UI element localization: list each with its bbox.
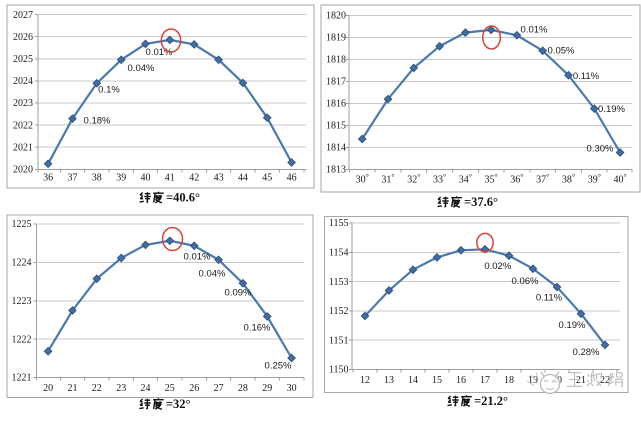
svg-text:=32°: =32° [166, 397, 191, 411]
svg-text:35°: 35° [484, 173, 497, 186]
svg-text:41: 41 [165, 173, 175, 184]
svg-text:0.30%: 0.30% [587, 144, 614, 155]
svg-text:39: 39 [116, 173, 126, 184]
svg-text:0.06%: 0.06% [512, 276, 539, 287]
svg-text:14: 14 [408, 375, 418, 386]
svg-text:2026: 2026 [13, 32, 33, 43]
svg-text:20: 20 [43, 383, 53, 394]
svg-text:21: 21 [68, 383, 78, 394]
svg-text:0.28%: 0.28% [573, 347, 600, 358]
svg-text:16: 16 [456, 375, 466, 386]
svg-text:0.18%: 0.18% [84, 116, 111, 127]
svg-text:1813: 1813 [326, 165, 346, 176]
svg-text:22: 22 [92, 383, 102, 394]
svg-text:44: 44 [238, 173, 248, 184]
svg-text:0.01%: 0.01% [184, 252, 211, 263]
svg-text:0.19%: 0.19% [559, 320, 586, 331]
svg-text:40: 40 [141, 173, 151, 184]
svg-text:2020: 2020 [13, 165, 33, 176]
svg-text:0.02%: 0.02% [484, 261, 511, 272]
svg-text:45: 45 [262, 173, 272, 184]
svg-text:1222: 1222 [12, 334, 32, 345]
svg-text:2021: 2021 [13, 142, 33, 153]
svg-text:0.19%: 0.19% [598, 104, 625, 115]
svg-text:1223: 1223 [12, 296, 32, 307]
svg-text:0.04%: 0.04% [199, 269, 226, 280]
svg-text:=40.6°: =40.6° [166, 191, 200, 205]
svg-text:42: 42 [189, 173, 199, 184]
svg-text:17: 17 [480, 375, 490, 386]
svg-text:13: 13 [384, 375, 394, 386]
svg-text:38: 38 [92, 173, 102, 184]
svg-text:22: 22 [600, 375, 610, 386]
svg-text:1155: 1155 [329, 218, 349, 229]
svg-text:1820: 1820 [326, 11, 346, 22]
svg-text:12: 12 [360, 375, 370, 386]
svg-text:1818: 1818 [326, 55, 346, 66]
svg-text:18: 18 [504, 375, 514, 386]
svg-text:29: 29 [262, 383, 272, 394]
svg-text:=21.2°: =21.2° [474, 394, 508, 408]
svg-text:0.01%: 0.01% [146, 47, 173, 58]
svg-text:27: 27 [214, 383, 224, 394]
svg-text:26: 26 [189, 383, 199, 394]
svg-text:1153: 1153 [329, 277, 349, 288]
svg-text:1816: 1816 [326, 99, 346, 110]
svg-text:30: 30 [287, 383, 297, 394]
svg-text:=37.6°: =37.6° [464, 195, 498, 209]
svg-text:2022: 2022 [13, 120, 33, 131]
svg-text:1814: 1814 [326, 143, 346, 154]
svg-text:0.04%: 0.04% [128, 63, 155, 74]
svg-text:0.25%: 0.25% [265, 361, 292, 372]
svg-text:2027: 2027 [13, 10, 33, 21]
svg-text:34°: 34° [459, 173, 472, 186]
svg-text:21: 21 [576, 375, 586, 386]
svg-text:1152: 1152 [329, 306, 349, 317]
svg-text:28: 28 [238, 383, 248, 394]
svg-text:32°: 32° [407, 173, 420, 186]
svg-text:2024: 2024 [13, 76, 33, 87]
svg-text:1817: 1817 [326, 77, 346, 88]
svg-text:1151: 1151 [329, 335, 349, 346]
svg-text:30°: 30° [356, 173, 369, 186]
svg-text:1150: 1150 [329, 365, 349, 376]
svg-text:0.11%: 0.11% [536, 293, 563, 304]
svg-text:0.09%: 0.09% [225, 288, 252, 299]
svg-text:15: 15 [432, 375, 442, 386]
svg-text:19: 19 [528, 375, 538, 386]
svg-text:33°: 33° [433, 173, 446, 186]
svg-text:36: 36 [43, 173, 53, 184]
svg-text:37: 37 [68, 173, 78, 184]
svg-text:2025: 2025 [13, 54, 33, 65]
svg-text:1154: 1154 [329, 248, 349, 259]
svg-text:38°: 38° [562, 173, 575, 186]
svg-text:37°: 37° [536, 173, 549, 186]
svg-text:24: 24 [141, 383, 151, 394]
svg-text:0.16%: 0.16% [244, 323, 271, 334]
svg-text:39°: 39° [588, 173, 601, 186]
svg-text:0.01%: 0.01% [521, 25, 548, 36]
svg-text:1224: 1224 [12, 258, 32, 269]
svg-text:2023: 2023 [13, 98, 33, 109]
svg-text:43: 43 [214, 173, 224, 184]
svg-text:0.1%: 0.1% [98, 85, 120, 96]
svg-text:25: 25 [165, 383, 175, 394]
svg-text:36°: 36° [510, 173, 523, 186]
svg-text:1221: 1221 [12, 373, 32, 384]
svg-text:46: 46 [287, 173, 297, 184]
svg-text:1225: 1225 [12, 219, 32, 230]
svg-text:1819: 1819 [326, 33, 346, 44]
svg-text:0.11%: 0.11% [573, 71, 600, 82]
svg-text:23: 23 [116, 383, 126, 394]
svg-text:0.05%: 0.05% [548, 46, 575, 57]
svg-text:1815: 1815 [326, 121, 346, 132]
svg-text:40°: 40° [613, 173, 626, 186]
svg-text:31°: 31° [381, 173, 394, 186]
